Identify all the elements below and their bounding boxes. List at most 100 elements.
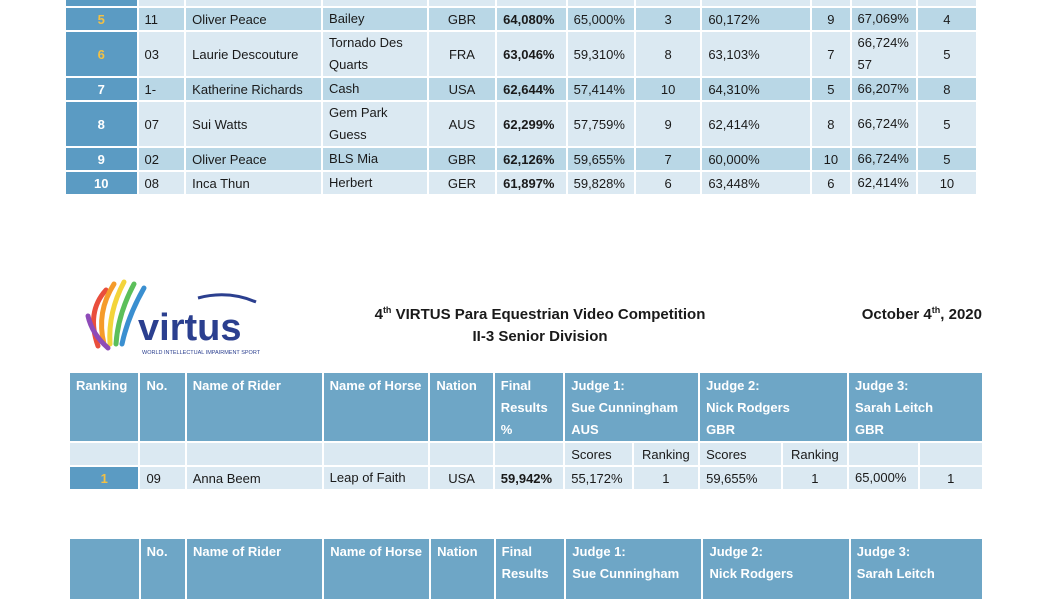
header-judge3: Judge 3: Sarah Leitch GBR <box>849 373 982 441</box>
event-title-block: 4th VIRTUS Para Equestrian Video Competi… <box>300 299 780 348</box>
cell-ranking: 6 <box>66 32 137 76</box>
cell-final: 61,897% <box>497 172 566 194</box>
subheader-blank <box>323 443 429 465</box>
cell-judge1-rank: 6 <box>636 172 701 194</box>
cell-ranking: 8 <box>66 102 137 146</box>
cell-judge2-rank: 10 <box>812 148 850 170</box>
table-row <box>66 0 976 6</box>
cell-final: 63,046% <box>497 32 566 76</box>
header-rider: Name of Rider <box>187 539 323 599</box>
virtus-logo: virtus WORLD INTELLECTUAL IMPAIRMENT SPO… <box>78 276 268 360</box>
cell-rider: Laurie Descouture <box>186 32 322 76</box>
header-horse: Name of Horse <box>323 373 429 441</box>
header-no: No. <box>140 539 185 599</box>
cell-nation: AUS <box>428 102 496 146</box>
cell-judge3-score: 66,724% <box>851 148 916 170</box>
cell-judge3-rank: 4 <box>917 8 976 30</box>
header-nation: Nation <box>430 373 493 441</box>
subheader-blank <box>494 443 564 465</box>
cell-nation: USA <box>428 78 496 100</box>
cell-no: 11 <box>138 8 185 30</box>
event-date: October 4th, 2020 <box>861 305 982 323</box>
cell-rider: Anna Beem <box>186 467 322 489</box>
table-row: 1 09 Anna Beem Leap of Faith USA 59,942% 55,17… <box>70 467 982 489</box>
cell-ranking: 7 <box>66 78 137 100</box>
header-final: Final Results % <box>494 373 564 441</box>
subheader-blank <box>70 443 139 465</box>
subheader-blank <box>140 443 185 465</box>
cell-rider: Katherine Richards <box>186 78 322 100</box>
cell-ranking: 9 <box>66 148 137 170</box>
results-table-top: 5 11 Oliver Peace Bailey GBR 64,080% 65,000% 3 6… <box>64 0 978 196</box>
header-ranking <box>70 539 139 599</box>
logo-wordmark: virtus <box>138 307 241 349</box>
subheader-scores-1: Scores <box>565 443 632 465</box>
cell-no: 07 <box>138 102 185 146</box>
header-judge1: Judge 1: Sue Cunningham <box>566 539 702 599</box>
cell-judge3-score: 66,724% <box>851 102 916 146</box>
cell-nation: FRA <box>428 32 496 76</box>
cell-judge1-rank: 8 <box>636 32 701 76</box>
cell-horse: Bailey <box>323 8 427 30</box>
cell-judge1-rank: 7 <box>636 148 701 170</box>
cell-horse: Leap of Faith <box>323 467 429 489</box>
cell-judge3-score: 67,069% <box>851 8 916 30</box>
cell-no: 02 <box>138 148 185 170</box>
cell-judge1-score: 59,655% <box>567 148 634 170</box>
cell-judge3-rank: 5 <box>917 32 976 76</box>
event-division: II-3 Senior Division <box>472 328 608 345</box>
cell-judge2-rank: 8 <box>812 102 850 146</box>
results-table-senior: Ranking No. Name of Rider Name of Horse … <box>68 371 984 491</box>
header-judge3: Judge 3: Sarah Leitch <box>850 539 982 599</box>
subheader-scores-2: Scores <box>700 443 781 465</box>
cell-judge2-rank <box>812 0 850 6</box>
cell-final: 62,644% <box>497 78 566 100</box>
cell-judge3-rank <box>917 0 976 6</box>
cell-no: 03 <box>138 32 185 76</box>
header-horse: Name of Horse <box>324 539 430 599</box>
cell-judge3-score: 66,207% <box>851 78 916 100</box>
cell-judge2-rank: 9 <box>812 8 850 30</box>
cell-no: 09 <box>140 467 185 489</box>
cell-final: 59,942% <box>494 467 564 489</box>
cell-rider <box>186 0 322 6</box>
cell-final <box>497 0 566 6</box>
cell-judge3-rank: 8 <box>917 78 976 100</box>
cell-rider: Oliver Peace <box>186 148 322 170</box>
cell-judge3-score: 65,000% <box>849 467 918 489</box>
cell-judge3-rank: 5 <box>917 148 976 170</box>
cell-judge1-rank: 10 <box>636 78 701 100</box>
cell-rider: Oliver Peace <box>186 8 322 30</box>
cell-horse: Herbert <box>323 172 427 194</box>
cell-judge1-rank: 3 <box>636 8 701 30</box>
cell-ranking: 1 <box>70 467 139 489</box>
table-row: 8 07 Sui Watts Gem Park Guess AUS 62,299% 57,7… <box>66 102 976 146</box>
cell-judge1-rank: 1 <box>633 467 699 489</box>
table-row: 5 11 Oliver Peace Bailey GBR 64,080% 65,000% 3 6… <box>66 8 976 30</box>
header-judge2: Judge 2: Nick Rodgers GBR <box>700 373 848 441</box>
cell-judge2-rank: 7 <box>812 32 850 76</box>
table-row: 9 02 Oliver Peace BLS Mia GBR 62,126% 59,655% 7… <box>66 148 976 170</box>
results-table-next: No. Name of Rider Name of Horse Nation F… <box>68 537 984 601</box>
cell-judge3-score: 66,724% 57 <box>851 32 916 76</box>
cell-rider: Sui Watts <box>186 102 322 146</box>
cell-judge1-score <box>567 0 634 6</box>
cell-ranking <box>66 0 137 6</box>
cell-judge2-score: 59,655% <box>700 467 781 489</box>
cell-judge1-rank: 9 <box>636 102 701 146</box>
cell-judge3-rank: 1 <box>919 467 982 489</box>
cell-judge3-rank: 5 <box>917 102 976 146</box>
cell-judge2-score: 63,448% <box>702 172 811 194</box>
cell-judge3-rank: 10 <box>917 172 976 194</box>
cell-ranking: 10 <box>66 172 137 194</box>
subheader-blank <box>186 443 322 465</box>
header-final: Final Results <box>495 539 565 599</box>
cell-judge2-score <box>702 0 811 6</box>
subheader-blank <box>430 443 493 465</box>
cell-horse <box>323 0 427 6</box>
cell-judge2-score: 62,414% <box>702 102 811 146</box>
cell-no: 1- <box>138 78 185 100</box>
cell-judge2-rank: 5 <box>812 78 850 100</box>
cell-judge3-score <box>851 0 916 6</box>
header-rider: Name of Rider <box>186 373 322 441</box>
